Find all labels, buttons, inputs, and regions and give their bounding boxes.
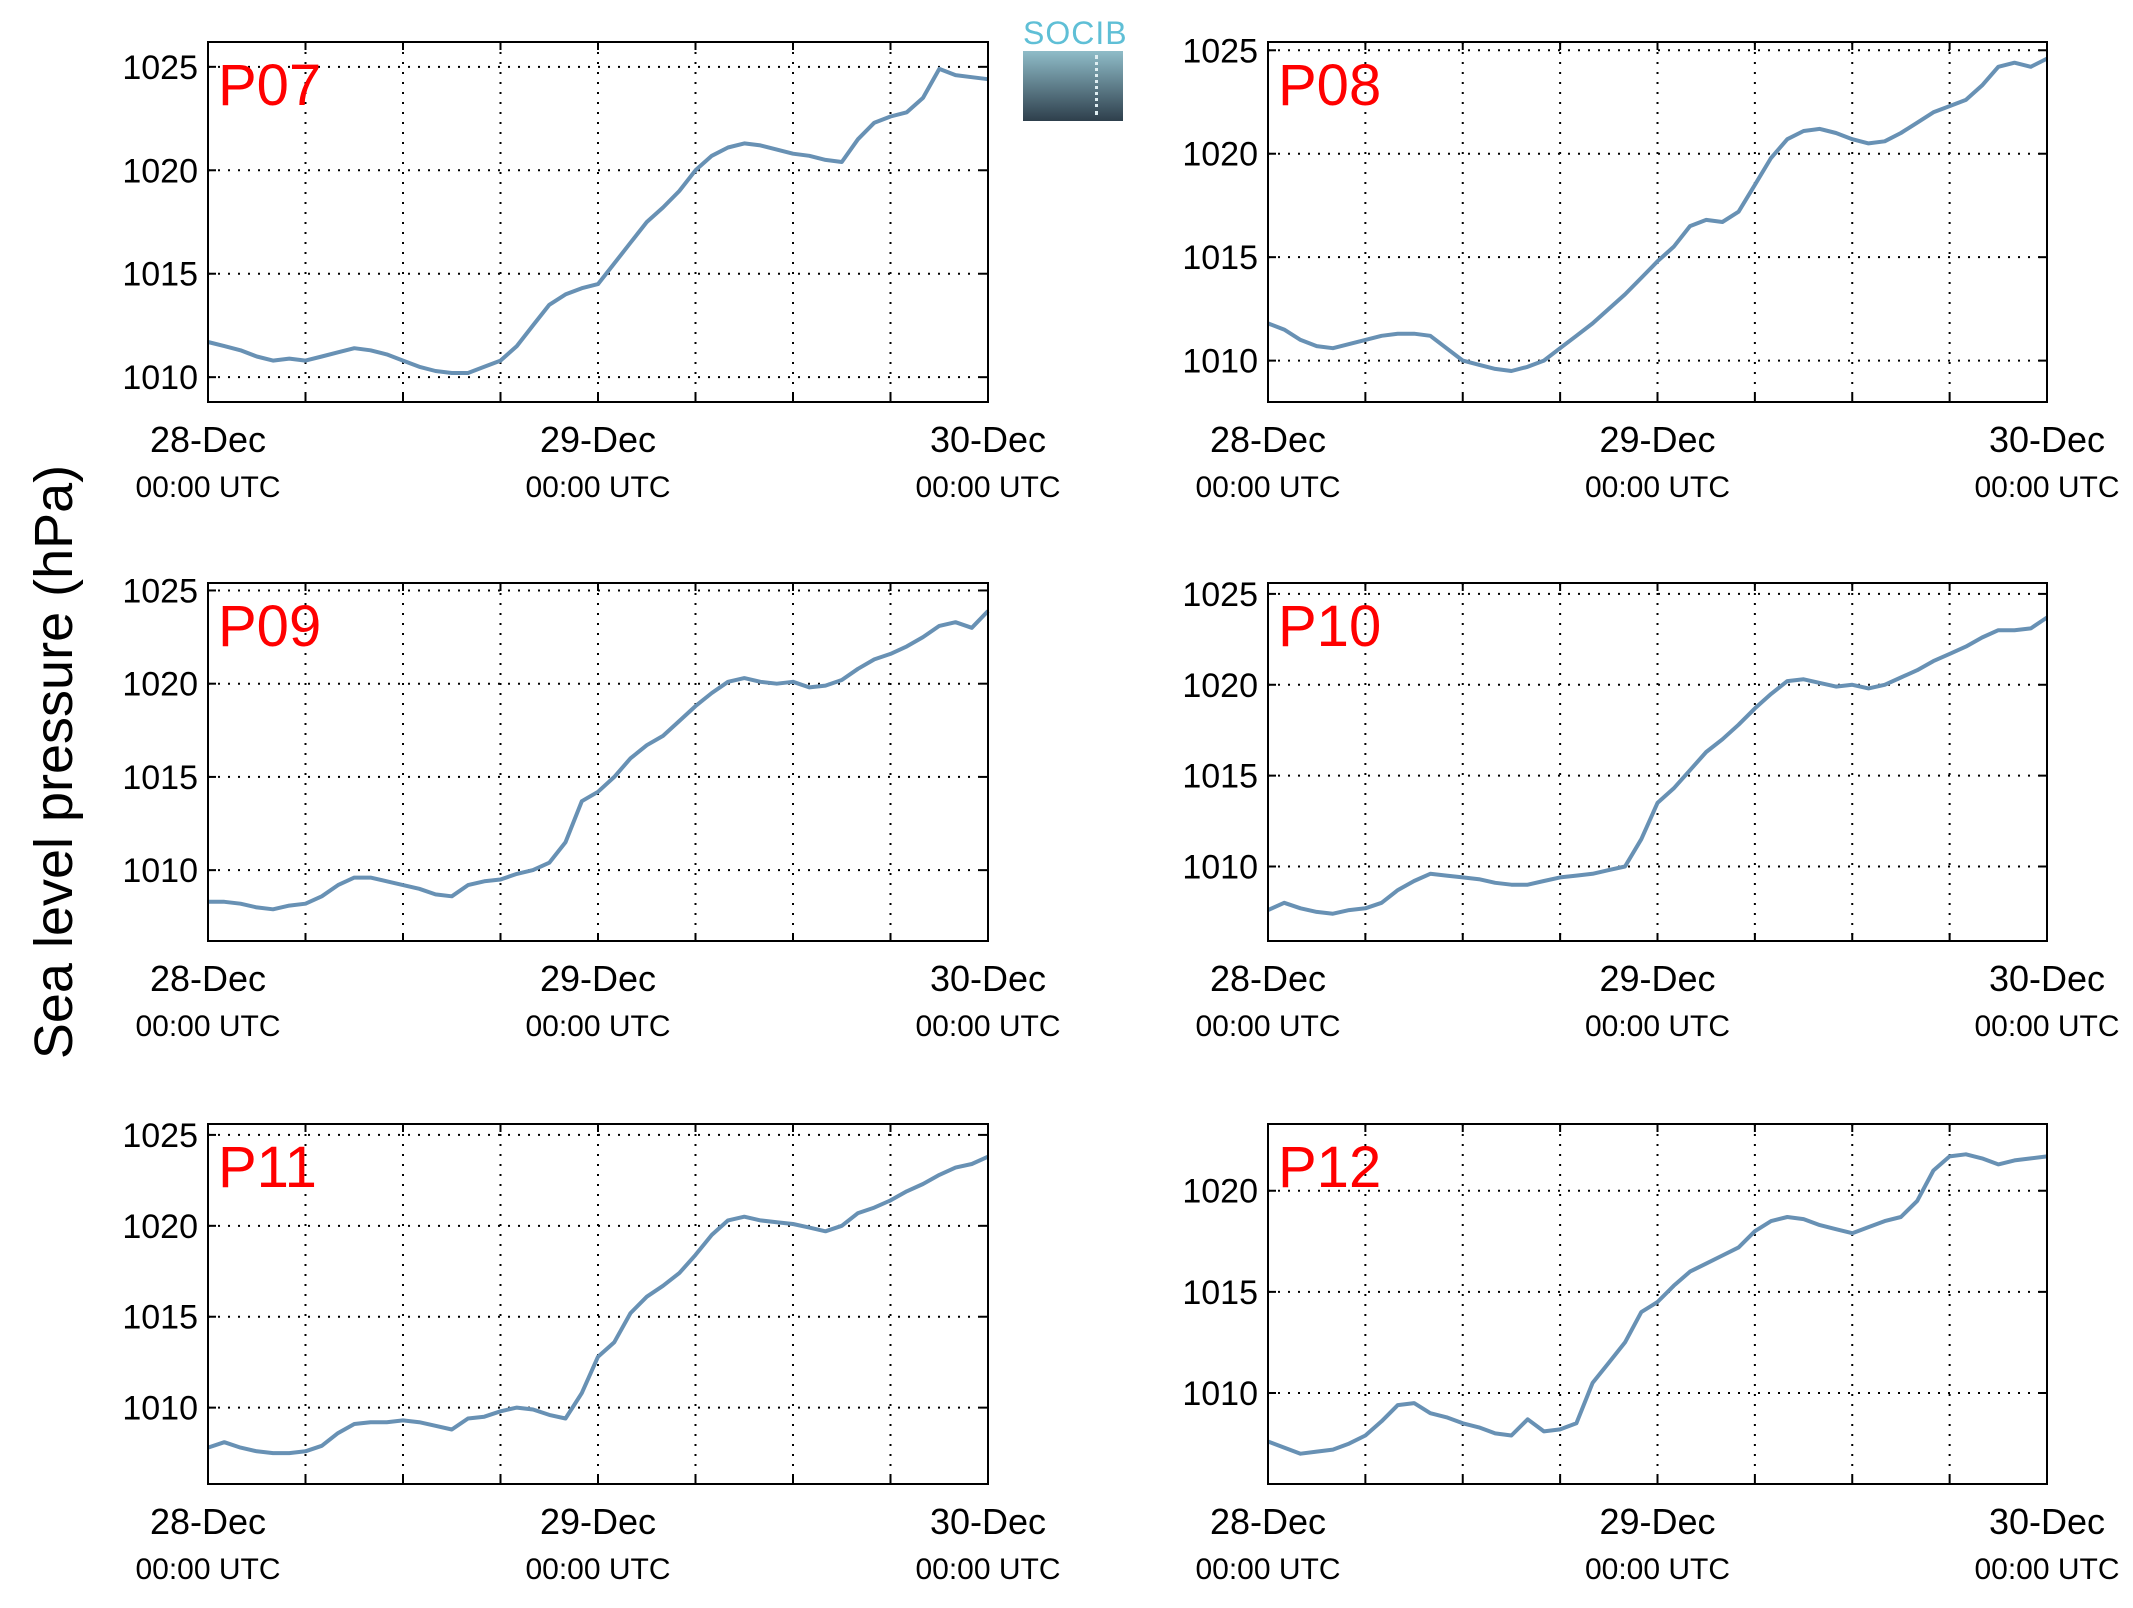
logo-dotted-line [1095, 55, 1101, 115]
x-tick-label-date: 29-Dec [540, 419, 656, 460]
x-tick-label-date: 29-Dec [1599, 1501, 1715, 1542]
x-tick-label-time: 00:00 UTC [1974, 1553, 2119, 1586]
y-tick-label: 1015 [122, 759, 198, 797]
x-tick-label-time: 00:00 UTC [135, 1010, 280, 1043]
x-tick-label-time: 00:00 UTC [135, 1553, 280, 1586]
x-tick-label-time: 00:00 UTC [1974, 1010, 2119, 1043]
y-tick-label: 1010 [1182, 1375, 1258, 1413]
axes-frame [1267, 41, 2048, 403]
x-tick-label-date: 30-Dec [1989, 958, 2105, 999]
y-tick-label: 1025 [122, 1117, 198, 1155]
panel-label: P08 [1278, 53, 1381, 118]
axes-frame [1267, 1123, 2048, 1485]
y-tick-label: 1015 [1182, 239, 1258, 277]
y-tick-label: 1020 [1182, 136, 1258, 174]
y-tick-label: 1020 [1182, 667, 1258, 705]
x-tick-label-date: 29-Dec [1599, 958, 1715, 999]
y-tick-label: 1010 [122, 852, 198, 890]
axes-frame [207, 1123, 989, 1485]
y-axis-label: Sea level pressure (hPa) [24, 465, 84, 1059]
x-tick-label-date: 30-Dec [930, 1501, 1046, 1542]
panel-p11: 1010 1015 1020 1025 28-Dec 00:00 UTC 29-Dec 00:… [122, 1117, 1060, 1586]
x-tick-label-time: 00:00 UTC [1974, 471, 2119, 504]
y-tick-label: 1010 [1182, 848, 1258, 886]
x-tick-label-time: 00:00 UTC [525, 1553, 670, 1586]
x-tick-label-date: 28-Dec [1210, 1501, 1326, 1542]
y-tick-label: 1020 [1182, 1173, 1258, 1211]
x-tick-label-date: 29-Dec [1599, 419, 1715, 460]
y-tick-label: 1020 [122, 152, 198, 190]
x-tick-label-date: 28-Dec [1210, 958, 1326, 999]
x-tick-label-time: 00:00 UTC [1195, 1553, 1340, 1586]
logo-text: SOCIB [1023, 15, 1128, 51]
x-tick-label-date: 28-Dec [1210, 419, 1326, 460]
x-tick-label-date: 30-Dec [1989, 419, 2105, 460]
x-tick-label-time: 00:00 UTC [525, 1010, 670, 1043]
y-tick-label: 1015 [1182, 758, 1258, 796]
panel-p07: 1010 1015 1020 1025 28-Dec 00:00 UTC 29-Dec 00:… [122, 41, 1061, 504]
y-tick-label: 1025 [122, 572, 198, 610]
socib-logo: SOCIB [1023, 15, 1128, 121]
x-tick-label-date: 30-Dec [930, 419, 1046, 460]
y-tick-label: 1020 [122, 1208, 198, 1246]
y-tick-label: 1010 [122, 359, 198, 397]
x-tick-label-date: 29-Dec [540, 1501, 656, 1542]
x-tick-label-time: 00:00 UTC [915, 1553, 1060, 1586]
x-tick-label-time: 00:00 UTC [1585, 1553, 1730, 1586]
x-tick-label-date: 28-Dec [150, 1501, 266, 1542]
x-tick-label-time: 00:00 UTC [1195, 1010, 1340, 1043]
series-line [207, 1154, 989, 1456]
panel-label: P11 [218, 1135, 317, 1200]
axes-frame [1267, 582, 2048, 942]
panel-p10: 1010 1015 1020 1025 28-Dec 00:00 UTC 29-Dec 00:… [1182, 576, 2119, 1043]
panel-label: P09 [218, 594, 321, 659]
y-tick-label: 1025 [122, 49, 198, 87]
panel-label: P10 [1278, 594, 1381, 659]
series-line [207, 66, 989, 375]
y-tick-label: 1025 [1182, 576, 1258, 614]
x-tick-label-date: 28-Dec [150, 958, 266, 999]
series-line [1267, 615, 2049, 916]
x-tick-label-date: 28-Dec [150, 419, 266, 460]
panel-p08: 1010 1015 1020 1025 28-Dec 00:00 UTC 29-Dec 00:… [1182, 32, 2119, 504]
y-tick-label: 1020 [122, 666, 198, 704]
y-tick-label: 1015 [122, 1299, 198, 1337]
y-tick-label: 1025 [1182, 32, 1258, 70]
panel-p12: 1010 1015 1020 28-Dec 00:00 UTC 29-Dec 00:00 U… [1182, 1123, 2120, 1586]
x-tick-label-time: 00:00 UTC [1585, 471, 1730, 504]
series-line [1267, 56, 2048, 373]
axes-frame [207, 41, 989, 403]
axes-frame [207, 582, 989, 942]
logo-graphic [1023, 51, 1123, 121]
series-line [1267, 1152, 2048, 1456]
x-tick-label-date: 30-Dec [1989, 1501, 2105, 1542]
x-tick-label-time: 00:00 UTC [1585, 1010, 1730, 1043]
x-tick-label-time: 00:00 UTC [135, 471, 280, 504]
y-tick-label: 1010 [1182, 343, 1258, 381]
y-tick-label: 1015 [1182, 1274, 1258, 1312]
x-tick-label-time: 00:00 UTC [525, 471, 670, 504]
y-tick-label: 1015 [122, 256, 198, 294]
x-tick-label-date: 30-Dec [930, 958, 1046, 999]
x-tick-label-time: 00:00 UTC [1195, 471, 1340, 504]
panel-label: P07 [218, 53, 321, 118]
series-line [208, 609, 990, 912]
panel-p09: 1010 1015 1020 1025 28-Dec 00:00 UTC 29-Dec 00:… [122, 572, 1060, 1043]
x-tick-label-time: 00:00 UTC [915, 471, 1060, 504]
panel-label: P12 [1278, 1135, 1381, 1200]
y-tick-label: 1010 [122, 1390, 198, 1428]
x-tick-label-date: 29-Dec [540, 958, 656, 999]
x-tick-label-time: 00:00 UTC [915, 1010, 1060, 1043]
